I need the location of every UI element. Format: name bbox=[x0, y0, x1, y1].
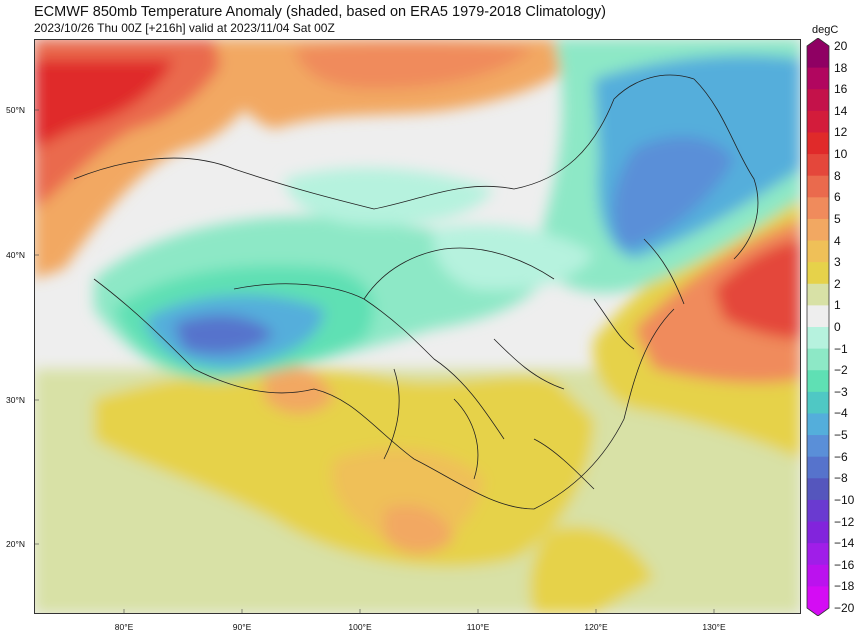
colorbar-segment bbox=[807, 67, 829, 90]
map-subtitle: 2023/10/26 Thu 00Z [+216h] valid at 2023… bbox=[34, 21, 335, 35]
colorbar-tick-label: −12 bbox=[834, 514, 855, 529]
colorbar-tick-label: 14 bbox=[834, 103, 848, 118]
colorbar-tick-label: 2 bbox=[834, 276, 841, 291]
colorbar-segment bbox=[807, 110, 829, 133]
colorbar-segment bbox=[807, 197, 829, 220]
colorbar-segment bbox=[807, 564, 829, 587]
map-frame bbox=[34, 39, 801, 614]
lon-label-130e: 130°E bbox=[702, 622, 726, 632]
colorbar-segment bbox=[807, 478, 829, 501]
colorbar-segment bbox=[807, 283, 829, 306]
lon-label-110e: 110°E bbox=[466, 622, 490, 632]
colorbar-segment bbox=[807, 154, 829, 177]
colorbar-tick-label: −5 bbox=[834, 428, 848, 443]
lon-label-120e: 120°E bbox=[584, 622, 608, 632]
lon-label-100e: 100°E bbox=[348, 622, 372, 632]
colorbar-segment bbox=[807, 46, 829, 69]
colorbar-tick-label: 16 bbox=[834, 82, 848, 97]
colorbar-tick-label: −4 bbox=[834, 406, 848, 421]
colorbar-tick-label: 0 bbox=[834, 320, 841, 334]
lon-label-80e: 80°E bbox=[114, 622, 134, 632]
map-canvas bbox=[34, 39, 801, 614]
colorbar-segment bbox=[807, 240, 829, 263]
colorbar-tick-label: −18 bbox=[834, 579, 855, 594]
colorbar-tick-label: 12 bbox=[834, 125, 848, 140]
colorbar-segment bbox=[807, 218, 829, 242]
colorbar-segment bbox=[807, 586, 829, 609]
colorbar-segment bbox=[807, 305, 829, 328]
colorbar-tick-label: −2 bbox=[834, 363, 848, 378]
lat-label-20n: 20°N bbox=[6, 539, 25, 549]
colorbar-tick-label: −3 bbox=[834, 384, 848, 399]
colorbar-segment bbox=[807, 456, 829, 479]
colorbar-tick-label: −10 bbox=[834, 492, 855, 507]
colorbar bbox=[806, 37, 830, 617]
colorbar-tick-label: −20 bbox=[834, 601, 855, 615]
lon-label-90e: 90°E bbox=[232, 622, 252, 632]
colorbar-segment bbox=[807, 521, 829, 544]
colorbar-segment bbox=[807, 132, 829, 155]
colorbar-tick-label: 18 bbox=[834, 60, 848, 75]
map-title: ECMWF 850mb Temperature Anomaly (shaded,… bbox=[34, 4, 606, 20]
colorbar-segment bbox=[807, 543, 829, 566]
lat-label-50n: 50°N bbox=[6, 105, 25, 115]
colorbar-segment bbox=[807, 370, 829, 393]
colorbar-segment bbox=[807, 435, 829, 458]
anomaly-map bbox=[34, 39, 801, 614]
colorbar-segment bbox=[807, 175, 829, 198]
colorbar-tick-label: −8 bbox=[834, 471, 848, 486]
boundary-lines bbox=[73, 74, 759, 510]
colorbar-segment bbox=[807, 499, 829, 523]
colorbar-tick-label: 5 bbox=[834, 211, 841, 226]
colorbar-tick-label: −16 bbox=[834, 557, 855, 572]
colorbar-tick-label: 1 bbox=[834, 298, 841, 313]
colorbar-tick-label: −14 bbox=[834, 536, 855, 551]
colorbar-extend-bottom bbox=[807, 608, 829, 616]
colorbar-tick-label: 10 bbox=[834, 147, 848, 162]
colorbar-segment bbox=[807, 348, 829, 371]
colorbar-tick-label: 8 bbox=[834, 168, 841, 183]
colorbar-tick-label: 6 bbox=[834, 190, 841, 205]
colorbar-tick-label: 20 bbox=[834, 39, 848, 53]
lat-label-40n: 40°N bbox=[6, 250, 25, 260]
colorbar-tick-label: 4 bbox=[834, 233, 841, 248]
colorbar-segment bbox=[807, 327, 829, 350]
colorbar-unit: degC bbox=[812, 24, 839, 36]
colorbar-tick-label: 3 bbox=[834, 255, 841, 270]
colorbar-segment bbox=[807, 413, 829, 436]
colorbar-svg bbox=[806, 37, 830, 617]
colorbar-tick-label: −6 bbox=[834, 449, 848, 464]
colorbar-extend-top bbox=[807, 38, 829, 46]
colorbar-segment bbox=[807, 89, 829, 112]
colorbar-tick-label: −1 bbox=[834, 341, 848, 356]
lat-label-30n: 30°N bbox=[6, 395, 25, 405]
colorbar-segment bbox=[807, 262, 829, 285]
colorbar-segment bbox=[807, 391, 829, 414]
